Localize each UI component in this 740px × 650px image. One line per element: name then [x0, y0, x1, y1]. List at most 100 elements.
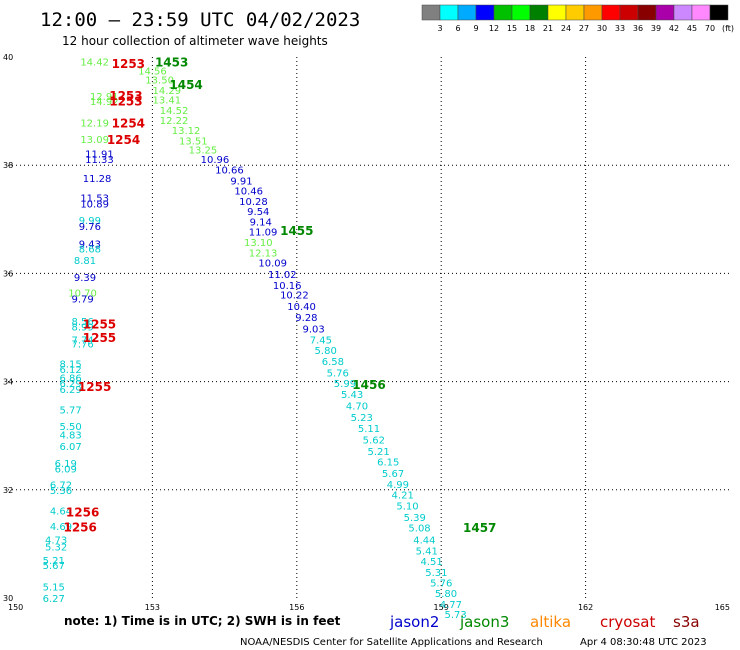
x-tick-label: 153	[145, 603, 160, 612]
y-tick-label: 40	[3, 53, 13, 62]
wave-height-value: 9.14	[250, 217, 272, 228]
time-label: 1255	[78, 380, 111, 394]
x-tick-label: 156	[289, 603, 304, 612]
legend-label: 15	[507, 24, 517, 33]
legend-label: 3	[437, 24, 442, 33]
wave-height-value: 14.92	[90, 97, 119, 108]
wave-height-value: 5.11	[358, 424, 380, 435]
y-tick-label: 36	[3, 269, 13, 278]
wave-height-value: 9.39	[74, 273, 96, 284]
x-tick-label: 159	[434, 603, 449, 612]
wave-height-value: 6.29	[59, 385, 81, 396]
wave-height-value: 6.09	[55, 465, 77, 476]
wave-height-value: 5.31	[425, 568, 447, 579]
wave-height-value: 13.12	[172, 126, 201, 137]
wave-height-value: 10.66	[215, 166, 244, 177]
legend-label: 18	[525, 24, 535, 33]
legend-label: 21	[543, 24, 553, 33]
wave-height-value: 4.69	[50, 522, 72, 533]
wave-height-value: 5.10	[396, 501, 418, 512]
time-label: 1457	[463, 521, 496, 535]
legend-label: 24	[561, 24, 571, 33]
legend-label: 9	[473, 24, 478, 33]
wave-height-value: 6.58	[322, 357, 344, 368]
wave-height-value: 10.22	[280, 290, 309, 301]
wave-height-value: 6.12	[59, 365, 81, 376]
wave-height-value: 5.67	[382, 469, 404, 480]
time-labels: 1253 145314541253125312541254145512551255…	[63, 55, 496, 535]
wave-height-value: 6.15	[377, 458, 399, 469]
legend-swatch	[457, 4, 477, 21]
satellite-legend: jason2 jason3 altika cryosat s3a	[389, 613, 700, 631]
wave-height-value: 4.99	[387, 480, 409, 491]
time-label: 1453	[155, 55, 188, 69]
grid-lines	[8, 57, 730, 598]
wave-height-value: 14.29	[153, 86, 182, 97]
legend-swatch	[511, 4, 531, 21]
wave-height-value: 12.19	[80, 118, 109, 129]
wave-height-value: 6.86	[59, 373, 81, 384]
legend-swatch	[547, 4, 567, 21]
time-label: 1256	[63, 521, 96, 535]
wave-height-value: 11.53	[80, 194, 109, 205]
wave-height-value: 4.83	[59, 431, 81, 442]
wave-height-value: 10.28	[239, 197, 268, 208]
wave-height-value: 9.76	[79, 222, 101, 233]
wave-height-value: 5.08	[408, 524, 430, 535]
wave-height-value: 8.15	[59, 360, 81, 371]
legend-swatch	[691, 4, 711, 21]
wave-height-value: 9.79	[71, 294, 93, 305]
legend-label: 6	[455, 24, 460, 33]
wave-height-value: 6.27	[43, 594, 65, 605]
wave-height-value: 11.09	[249, 228, 278, 239]
x-tick-label: 162	[578, 603, 593, 612]
wave-height-value: 9.43	[79, 240, 101, 251]
wave-height-value: 6.19	[55, 459, 77, 470]
time-label: 1255	[83, 331, 116, 345]
wave-height-value: 5.73	[445, 610, 467, 621]
legend-swatch	[565, 4, 585, 21]
time-label: 1253	[109, 89, 142, 103]
wave-height-values: 14.5613.5014.2913.4114.5212.2213.1213.51…	[43, 57, 467, 621]
time-label: 1254	[107, 133, 140, 147]
wave-height-value: 5.23	[351, 413, 373, 424]
wave-height-value: 5.67	[43, 561, 65, 572]
legend-swatch	[493, 4, 513, 21]
time-label: 1253	[112, 57, 145, 71]
wave-height-value: 14.52	[160, 106, 189, 117]
wave-height-value: 9.54	[247, 207, 269, 218]
wave-height-value: 12.91	[90, 92, 119, 103]
legend-swatch	[475, 4, 495, 21]
wave-height-value: 13.41	[153, 96, 182, 107]
legend-swatch	[673, 4, 693, 21]
wave-height-value: 11.02	[268, 270, 297, 281]
x-tick-label: 150	[8, 603, 23, 612]
satellite-name: jason3	[459, 613, 509, 631]
wave-height-value: 6.07	[59, 442, 81, 453]
legend-swatch	[709, 4, 729, 21]
wave-height-value: 10.40	[287, 302, 316, 313]
wave-height-value: 5.62	[363, 435, 385, 446]
wave-height-value: 5.77	[59, 406, 81, 417]
wave-height-value: 5.76	[430, 578, 452, 589]
x-tick-label: 165	[715, 603, 730, 612]
wave-height-value: 10.70	[68, 288, 97, 299]
wave-height-value: 9.99	[79, 216, 101, 227]
legend-label: 45	[687, 24, 697, 33]
chart-title: 12:00 – 23:59 UTC 04/02/2023	[40, 9, 360, 31]
legend-label: 27	[579, 24, 589, 33]
y-tick-labels: 30 32 34 36 38 40	[3, 53, 13, 603]
wave-height-value: 10.89	[80, 200, 109, 211]
wave-height-value: 5.41	[416, 546, 438, 557]
wave-height-value: 5.80	[315, 346, 337, 357]
wave-height-value: 9.28	[295, 313, 317, 324]
legend-label: 33	[615, 24, 625, 33]
wave-height-value: 5.21	[367, 447, 389, 458]
time-label: 1254	[112, 116, 145, 130]
wave-height-value: 5.76	[327, 368, 349, 379]
wave-height-value: 14.56	[138, 67, 167, 78]
wave-height-value: 4.64	[50, 506, 72, 517]
legend-label: 70	[705, 24, 715, 33]
wave-height-value: 13.50	[145, 76, 174, 87]
